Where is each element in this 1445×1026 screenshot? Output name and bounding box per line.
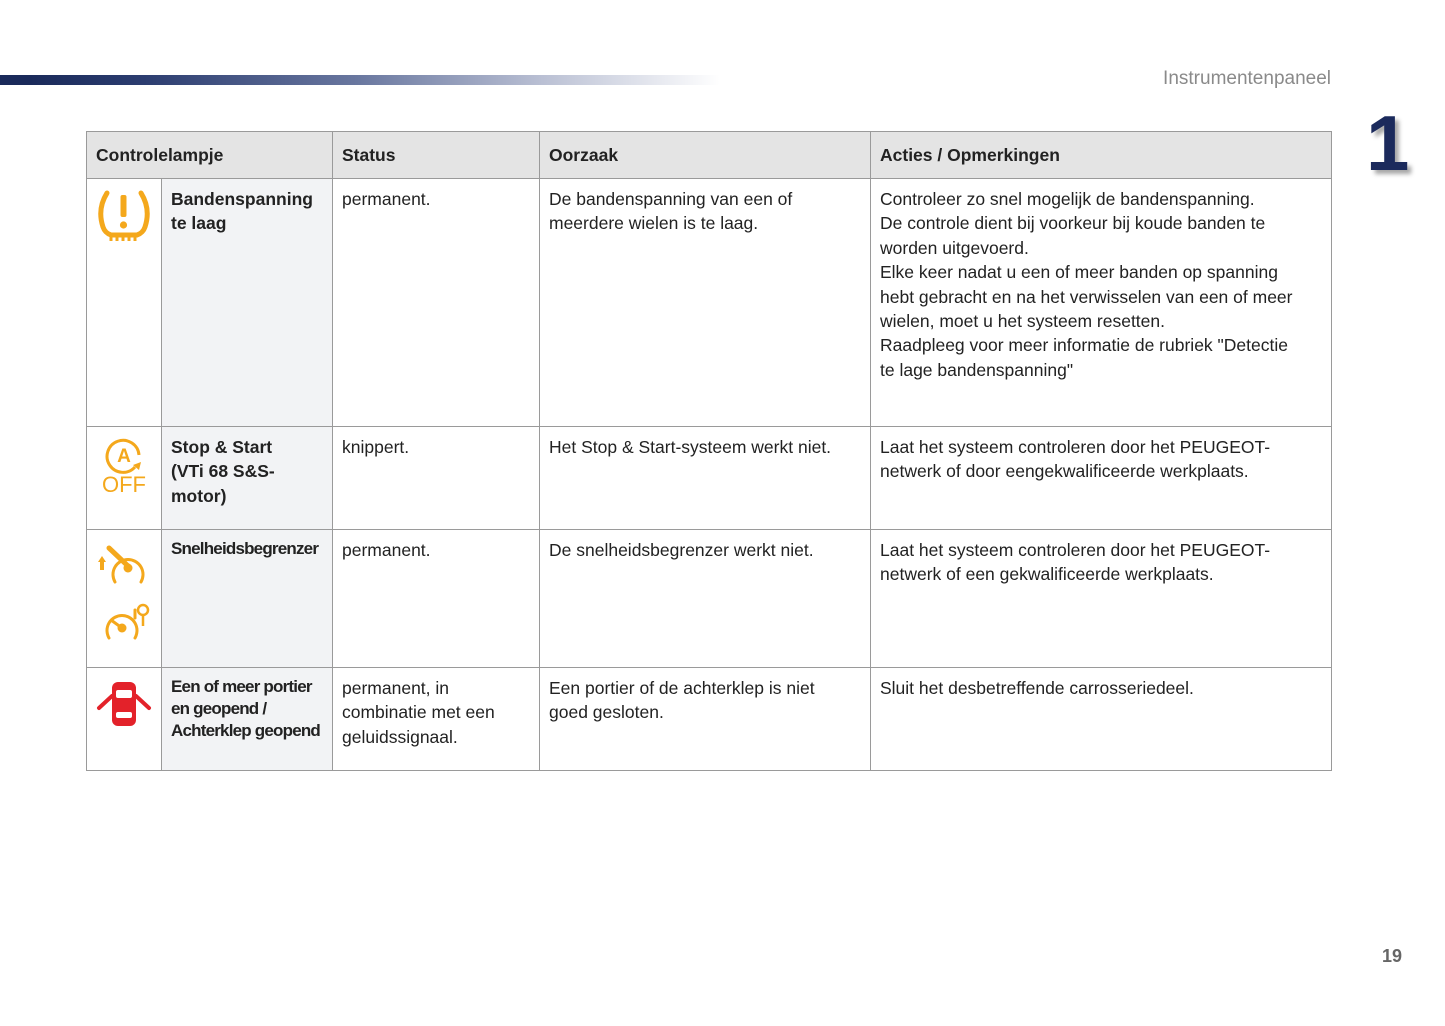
cause-text: Het Stop & Start-systeem werkt niet. [549,437,832,457]
door-open-icon [97,682,151,726]
light-name: en geopend / [171,699,267,718]
action-text: Laat het systeem controleren door het PE… [880,437,1271,457]
header-gradient-bar [0,75,720,85]
action-text: Sluit het desbetreffende carrosseriedeel… [880,678,1194,698]
action-text: Laat het systeem controleren door het PE… [880,540,1271,560]
status-text: knippert. [342,437,410,457]
light-name: Stop & Start [171,437,273,457]
svg-text:OFF: OFF [102,472,146,495]
action-text: netwerk of door eengekwalificeerde werkp… [880,461,1249,482]
cause-text: Een portier of de achterklep is niet [549,678,815,698]
action-text: De controle dient bij voorkeur bij koude… [880,213,1266,234]
table-row: Snelheidsbegrenzer permanent. De snelhei… [86,529,1332,668]
column-header: Controlelampje [86,131,333,179]
light-name: te laag [171,213,227,234]
section-title: Instrumentenpaneel [1163,68,1331,89]
light-name: Achterklep geopend [171,721,321,740]
action-text: Raadpleeg voor meer informatie de rubrie… [880,335,1288,356]
status-text: geluidssignaal. [342,726,458,747]
table-row: Bandenspanning te laag permanent. De ban… [86,178,1332,427]
tyre-pressure-warning-icon [98,190,150,241]
action-text: hebt gebracht en na het verwisselen van … [880,286,1293,307]
warning-lights-table: Controlelampje Status Oorzaak Acties / O… [86,131,1332,771]
table-row: Een of meer portier en geopend / Achterk… [86,667,1332,771]
table-row: A OFF Stop & Start (VTi 68 S&S- motor) k… [86,426,1332,530]
chapter-number: 1 [1366,99,1410,187]
light-name: (VTi 68 S&S- [171,461,275,482]
action-text: wielen, moet u het systeem resetten. [880,311,1165,332]
speed-limiter-icon [98,545,150,640]
status-text: permanent. [342,540,431,560]
status-text: permanent. [342,189,431,209]
cause-text: De bandenspanning van een of [549,189,793,209]
column-header: Acties / Opmerkingen [870,131,1332,179]
cause-text: De snelheidsbegrenzer werkt niet. [549,540,814,560]
action-text: worden uitgevoerd. [880,237,1029,258]
cause-text: meerdere wielen is te laag. [549,213,759,234]
light-name: Een of meer portier [171,677,312,696]
stop-start-off-icon: A OFF [102,438,146,495]
status-text: combinatie met een [342,702,495,723]
column-header: Oorzaak [539,131,871,179]
action-text: te lage bandenspanning" [880,359,1074,380]
status-text: permanent, in [342,678,450,698]
light-name: Bandenspanning [171,189,313,209]
page-number: 19 [1382,946,1403,966]
light-name: motor) [171,485,227,506]
action-text: netwerk of een gekwalificeerde werkplaat… [880,564,1214,585]
light-name: Snelheidsbegrenzer [171,539,319,558]
action-text: Controleer zo snel mogelijk de bandenspa… [880,189,1255,209]
svg-text:A: A [117,446,131,467]
cause-text: goed gesloten. [549,702,664,723]
column-header: Status [332,131,540,179]
action-text: Elke keer nadat u een of meer banden op … [880,262,1278,283]
